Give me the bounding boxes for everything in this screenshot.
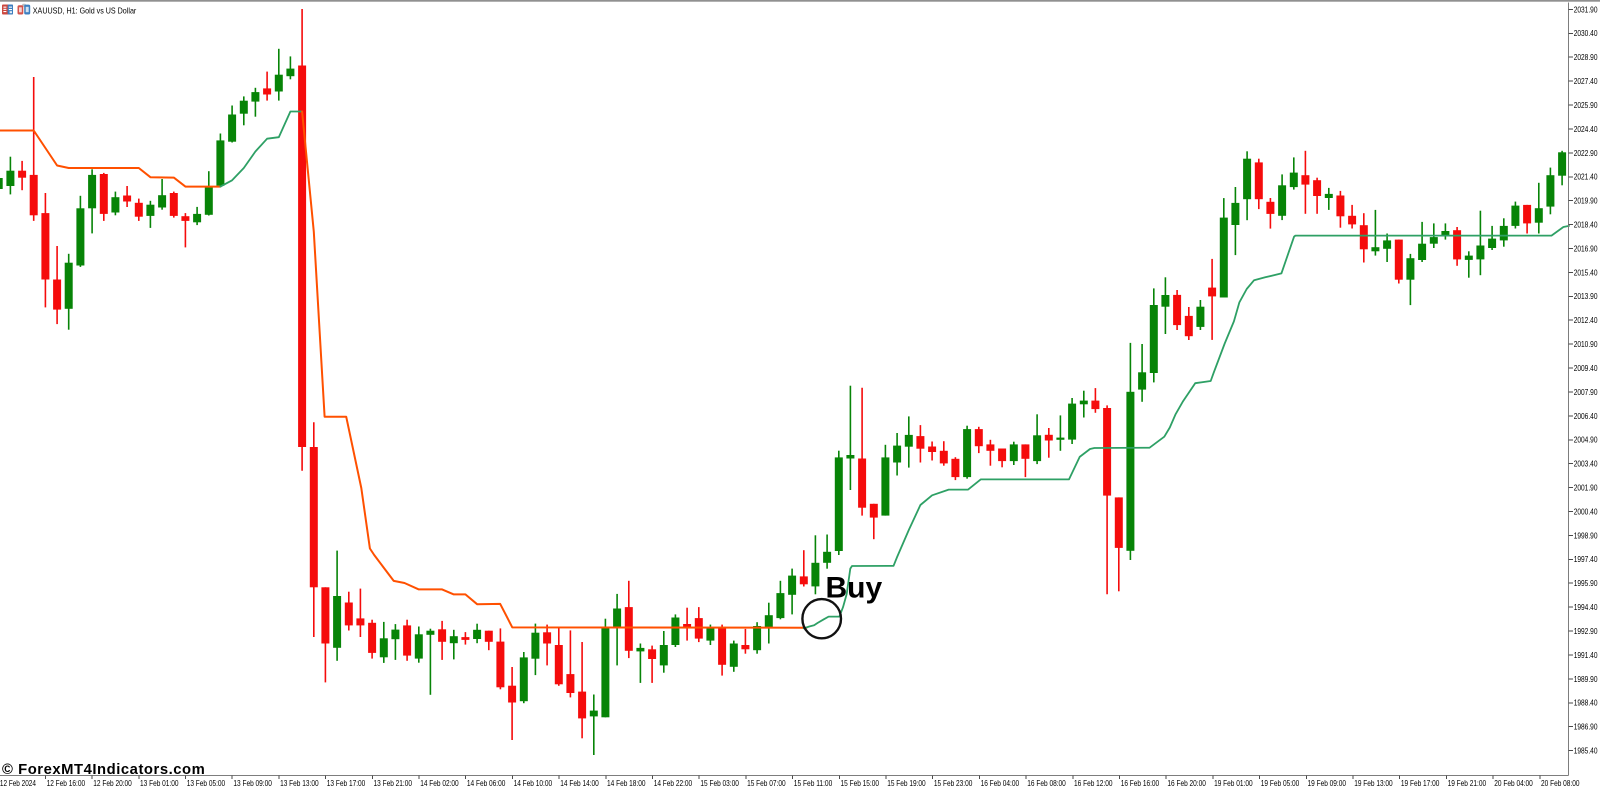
svg-text:1991.40: 1991.40 — [1574, 650, 1598, 660]
svg-text:1988.40: 1988.40 — [1574, 698, 1598, 708]
svg-text:12 Feb 16:00: 12 Feb 16:00 — [47, 778, 86, 788]
svg-text:1995.90: 1995.90 — [1574, 578, 1598, 588]
svg-text:12 Feb 2024: 12 Feb 2024 — [0, 778, 36, 788]
svg-text:1989.90: 1989.90 — [1574, 674, 1598, 684]
svg-text:14 Feb 06:00: 14 Feb 06:00 — [467, 778, 506, 788]
svg-text:2022.90: 2022.90 — [1574, 148, 1598, 158]
svg-text:2009.40: 2009.40 — [1574, 363, 1598, 373]
svg-text:1986.90: 1986.90 — [1574, 722, 1598, 732]
svg-text:1992.90: 1992.90 — [1574, 626, 1598, 636]
svg-text:15 Feb 15:00: 15 Feb 15:00 — [841, 778, 880, 788]
svg-text:19 Feb 21:00: 19 Feb 21:00 — [1448, 778, 1487, 788]
svg-text:16 Feb 08:00: 16 Feb 08:00 — [1027, 778, 1066, 788]
svg-text:13 Feb 21:00: 13 Feb 21:00 — [374, 778, 413, 788]
svg-text:2019.90: 2019.90 — [1574, 196, 1598, 206]
svg-text:15 Feb 23:00: 15 Feb 23:00 — [934, 778, 973, 788]
svg-text:2010.90: 2010.90 — [1574, 339, 1598, 349]
svg-text:14 Feb 14:00: 14 Feb 14:00 — [560, 778, 599, 788]
svg-text:2030.40: 2030.40 — [1574, 28, 1598, 38]
svg-text:2007.90: 2007.90 — [1574, 387, 1598, 397]
svg-text:14 Feb 02:00: 14 Feb 02:00 — [420, 778, 459, 788]
svg-text:1985.40: 1985.40 — [1574, 746, 1598, 756]
svg-text:Buy: Buy — [826, 572, 883, 605]
svg-text:2003.40: 2003.40 — [1574, 459, 1598, 469]
svg-text:2015.40: 2015.40 — [1574, 267, 1598, 277]
svg-text:16 Feb 12:00: 16 Feb 12:00 — [1074, 778, 1113, 788]
svg-text:2021.40: 2021.40 — [1574, 172, 1598, 182]
svg-text:1994.40: 1994.40 — [1574, 602, 1598, 612]
svg-text:14 Feb 18:00: 14 Feb 18:00 — [607, 778, 646, 788]
svg-text:19 Feb 09:00: 19 Feb 09:00 — [1308, 778, 1347, 788]
svg-text:20 Feb 04:00: 20 Feb 04:00 — [1494, 778, 1533, 788]
svg-text:14 Feb 10:00: 14 Feb 10:00 — [514, 778, 553, 788]
svg-text:13 Feb 05:00: 13 Feb 05:00 — [187, 778, 226, 788]
svg-text:2006.40: 2006.40 — [1574, 411, 1598, 421]
svg-text:16 Feb 16:00: 16 Feb 16:00 — [1121, 778, 1160, 788]
svg-text:19 Feb 13:00: 19 Feb 13:00 — [1354, 778, 1393, 788]
svg-text:XAUUSD, H1: Gold vs US Dollar: XAUUSD, H1: Gold vs US Dollar — [33, 5, 137, 15]
svg-text:2013.90: 2013.90 — [1574, 291, 1598, 301]
svg-text:19 Feb 05:00: 19 Feb 05:00 — [1261, 778, 1300, 788]
svg-text:19 Feb 17:00: 19 Feb 17:00 — [1401, 778, 1440, 788]
svg-text:2031.90: 2031.90 — [1574, 4, 1598, 14]
svg-text:1997.40: 1997.40 — [1574, 554, 1598, 564]
svg-text:2016.90: 2016.90 — [1574, 243, 1598, 253]
svg-text:13 Feb 01:00: 13 Feb 01:00 — [140, 778, 179, 788]
svg-text:15 Feb 03:00: 15 Feb 03:00 — [700, 778, 739, 788]
svg-text:16 Feb 04:00: 16 Feb 04:00 — [981, 778, 1020, 788]
svg-text:2027.40: 2027.40 — [1574, 76, 1598, 86]
svg-text:2012.40: 2012.40 — [1574, 315, 1598, 325]
svg-text:13 Feb 09:00: 13 Feb 09:00 — [233, 778, 272, 788]
svg-text:2024.40: 2024.40 — [1574, 124, 1598, 134]
svg-text:12 Feb 20:00: 12 Feb 20:00 — [93, 778, 132, 788]
svg-text:15 Feb 07:00: 15 Feb 07:00 — [747, 778, 786, 788]
svg-text:© ForexMT4Indicators.com: © ForexMT4Indicators.com — [2, 762, 205, 778]
svg-text:2004.90: 2004.90 — [1574, 435, 1598, 445]
svg-text:15 Feb 11:00: 15 Feb 11:00 — [794, 778, 833, 788]
svg-text:14 Feb 22:00: 14 Feb 22:00 — [654, 778, 693, 788]
svg-text:15 Feb 19:00: 15 Feb 19:00 — [887, 778, 926, 788]
svg-text:2025.90: 2025.90 — [1574, 100, 1598, 110]
svg-text:13 Feb 13:00: 13 Feb 13:00 — [280, 778, 319, 788]
svg-text:19 Feb 01:00: 19 Feb 01:00 — [1214, 778, 1253, 788]
svg-text:2018.40: 2018.40 — [1574, 220, 1598, 230]
svg-text:20 Feb 08:00: 20 Feb 08:00 — [1541, 778, 1580, 788]
svg-text:1998.90: 1998.90 — [1574, 530, 1598, 540]
svg-text:2000.40: 2000.40 — [1574, 506, 1598, 516]
svg-text:2001.90: 2001.90 — [1574, 483, 1598, 493]
svg-text:13 Feb 17:00: 13 Feb 17:00 — [327, 778, 366, 788]
svg-text:16 Feb 20:00: 16 Feb 20:00 — [1167, 778, 1206, 788]
svg-text:2028.90: 2028.90 — [1574, 52, 1598, 62]
